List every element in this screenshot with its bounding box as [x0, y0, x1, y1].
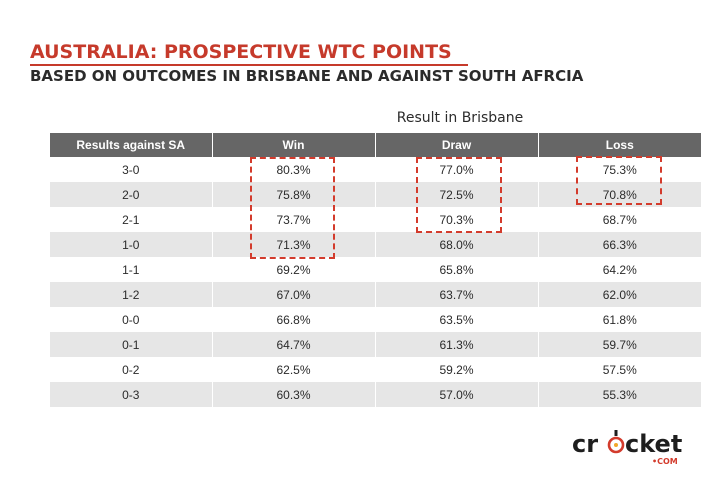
- column-header-draw: Draw: [374, 133, 538, 157]
- column-header-results-against-sa: Results against SA: [50, 133, 212, 157]
- logo-word-left: cr: [572, 430, 598, 458]
- cell-loss: 61.8%: [537, 307, 701, 332]
- cell-win: 64.7%: [211, 332, 375, 357]
- cell-win: 60.3%: [211, 382, 375, 407]
- cell-draw: 72.5%: [374, 182, 538, 207]
- table-row: 1-1 69.2% 65.8% 64.2%: [50, 257, 701, 282]
- row-label: 0-3: [50, 382, 212, 407]
- page-subtitle: BASED ON OUTCOMES IN BRISBANE AND AGAINS…: [30, 67, 584, 85]
- column-header-win: Win: [211, 133, 375, 157]
- cell-loss: 64.2%: [537, 257, 701, 282]
- cell-win: 62.5%: [211, 357, 375, 382]
- row-label: 2-0: [50, 182, 212, 207]
- row-label: 1-1: [50, 257, 212, 282]
- cell-loss: 59.7%: [537, 332, 701, 357]
- row-label: 0-1: [50, 332, 212, 357]
- table-row: 1-2 67.0% 63.7% 62.0%: [50, 282, 701, 307]
- cell-loss: 68.7%: [537, 207, 701, 232]
- table-row: 0-1 64.7% 61.3% 59.7%: [50, 332, 701, 357]
- cricket-com-logo: cr cket •COM: [572, 430, 682, 466]
- cell-loss: 66.3%: [537, 232, 701, 257]
- table-row: 3-0 80.3% 77.0% 75.3%: [50, 157, 701, 182]
- row-label: 2-1: [50, 207, 212, 232]
- cell-loss: 55.3%: [537, 382, 701, 407]
- cell-draw: 65.8%: [374, 257, 538, 282]
- cell-win: 67.0%: [211, 282, 375, 307]
- logo-word-right: cket: [625, 430, 682, 458]
- column-header-loss: Loss: [537, 133, 701, 157]
- cell-draw: 63.7%: [374, 282, 538, 307]
- cell-win: 66.8%: [211, 307, 375, 332]
- table-row: 0-2 62.5% 59.2% 57.5%: [50, 357, 701, 382]
- cell-win: 73.7%: [211, 207, 375, 232]
- table-row: 0-3 60.3% 57.0% 55.3%: [50, 382, 701, 407]
- row-label: 1-2: [50, 282, 212, 307]
- cell-win: 75.8%: [211, 182, 375, 207]
- logo-suffix: •COM: [652, 457, 678, 466]
- cell-draw: 77.0%: [374, 157, 538, 182]
- table-row: 1-0 71.3% 68.0% 66.3%: [50, 232, 701, 257]
- row-label: 0-2: [50, 357, 212, 382]
- cell-loss: 62.0%: [537, 282, 701, 307]
- row-label: 0-0: [50, 307, 212, 332]
- row-label: 3-0: [50, 157, 212, 182]
- cell-draw: 68.0%: [374, 232, 538, 257]
- cell-draw: 70.3%: [374, 207, 538, 232]
- table-row: 2-1 73.7% 70.3% 68.7%: [50, 207, 701, 232]
- cricket-ball-icon: [607, 430, 625, 454]
- cell-win: 80.3%: [211, 157, 375, 182]
- page-title: AUSTRALIA: PROSPECTIVE WTC POINTS: [30, 41, 452, 63]
- table-row: 2-0 75.8% 72.5% 70.8%: [50, 182, 701, 207]
- cell-draw: 59.2%: [374, 357, 538, 382]
- cell-draw: 63.5%: [374, 307, 538, 332]
- cell-win: 71.3%: [211, 232, 375, 257]
- cell-win: 69.2%: [211, 257, 375, 282]
- table-row: 0-0 66.8% 63.5% 61.8%: [50, 307, 701, 332]
- cell-loss: 70.8%: [537, 182, 701, 207]
- title-underline: [30, 64, 468, 66]
- table-header-row: Results against SA Win Draw Loss: [50, 133, 701, 157]
- row-label: 1-0: [50, 232, 212, 257]
- cell-draw: 61.3%: [374, 332, 538, 357]
- cell-loss: 75.3%: [537, 157, 701, 182]
- cell-draw: 57.0%: [374, 382, 538, 407]
- wtc-points-table: Results against SA Win Draw Loss 3-0 80.3…: [50, 133, 701, 407]
- cell-loss: 57.5%: [537, 357, 701, 382]
- group-header: Result in Brisbane: [396, 110, 524, 126]
